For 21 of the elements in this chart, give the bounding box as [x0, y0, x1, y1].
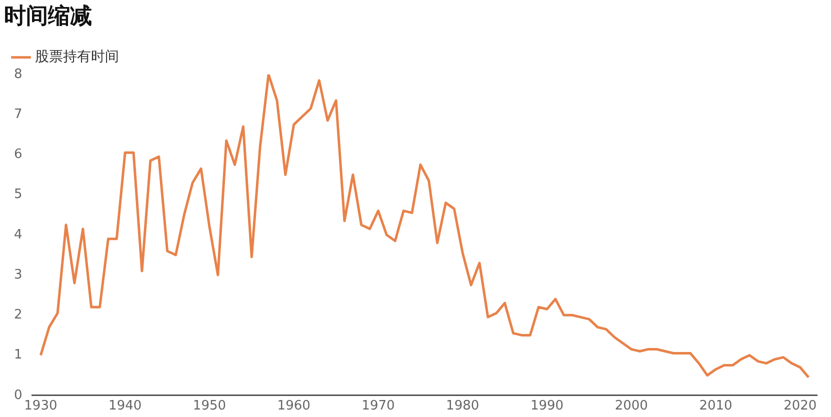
x-tick-label: 1980	[446, 398, 480, 414]
y-tick-label: 5	[14, 187, 22, 202]
y-tick-label: 4	[14, 227, 22, 242]
x-tick-label: 1990	[530, 398, 564, 414]
x-tick-label: 2010	[699, 398, 732, 414]
y-tick-label: 0	[14, 388, 22, 403]
y-tick-label: 1	[14, 348, 22, 363]
y-tick-label: 2	[14, 308, 22, 323]
chart-title: 时间缩减	[4, 4, 92, 29]
y-tick-label: 8	[14, 66, 22, 82]
x-tick-label: 2020	[784, 398, 817, 414]
x-tick-label: 1960	[277, 398, 310, 414]
x-tick-label: 1950	[192, 398, 226, 414]
x-tick-label: 2000	[614, 398, 648, 414]
x-tick-label: 1930	[24, 398, 58, 414]
y-tick-label: 6	[14, 147, 22, 162]
x-tick-label: 1970	[362, 398, 395, 414]
legend-label: 股票持有时间	[35, 49, 119, 66]
y-tick-label: 3	[14, 267, 22, 282]
y-tick-label: 7	[14, 106, 22, 122]
x-tick-label: 1940	[108, 398, 142, 414]
